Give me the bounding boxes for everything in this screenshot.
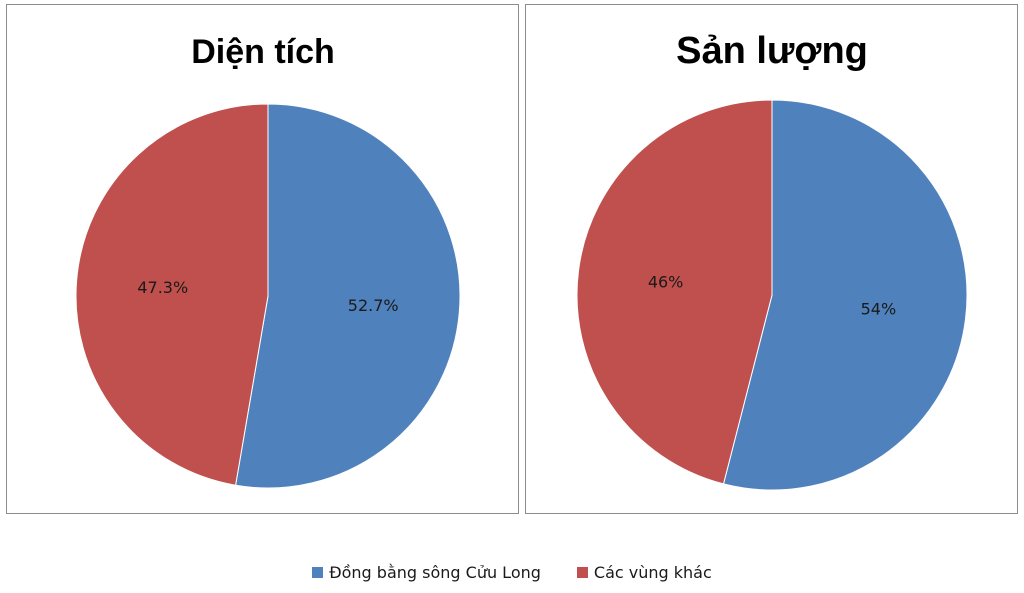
chart-legend: Đồng bằng sông Cửu Long Các vùng khác [0,563,1024,582]
legend-label: Các vùng khác [593,563,712,582]
pie-slice-0 [722,99,968,491]
pie-slice-1 [576,99,773,485]
pie-chart-dien-tich: Diện tích 52.7% 47.3% [75,33,461,489]
legend-label: Đồng bằng sông Cửu Long [329,563,541,582]
slice-label-0: 52.7% [348,296,399,315]
slice-label-0: 54% [861,299,897,318]
pie-slice-1 [75,103,269,486]
slice-label-1: 46% [648,273,684,292]
chart-panel-san-luong: Sản lượng 54% 46% [525,4,1018,514]
legend-swatch-red [576,567,588,578]
legend-item-dbscl: Đồng bằng sông Cửu Long [312,563,541,582]
pie-chart-san-luong: Sản lượng 54% 46% [576,30,968,491]
chart-title: Sản lượng [676,30,868,72]
legend-swatch-blue [312,567,324,578]
slice-label-1: 47.3% [137,278,188,297]
chart-title: Diện tích [191,33,335,71]
chart-panel-dien-tich: Diện tích 52.7% 47.3% [6,4,519,514]
legend-item-cac-vung-khac: Các vùng khác [576,563,712,582]
pie-slice-0 [235,103,461,489]
